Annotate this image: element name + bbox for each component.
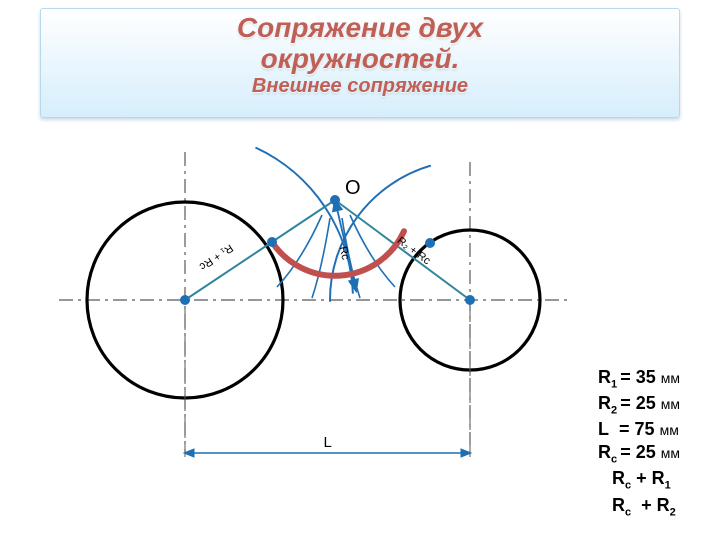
center-axes (59, 152, 568, 453)
title-box: Сопряжение двух окружностей. Внешнее соп… (40, 8, 680, 118)
param-l: L = 75 мм (598, 418, 680, 441)
svg-text:О: О (345, 177, 361, 199)
svg-text:R₁ + Rс: R₁ + Rс (197, 242, 235, 273)
param-rc-r2: Rс + R2 (598, 494, 680, 520)
svg-text:L: L (324, 434, 332, 451)
title-subtitle: Внешнее сопряжение (41, 75, 679, 98)
param-r1: R1 = 35 мм (598, 366, 680, 392)
param-rc-r1: Rс + R1 (598, 467, 680, 493)
diagram-labels: ОR₁ + RсR₂ + RсRсL (197, 177, 433, 451)
param-r2: R2 = 25 мм (598, 392, 680, 418)
title-line2: окружностей. (41, 44, 679, 75)
title-line1: Сопряжение двух (41, 13, 679, 44)
param-rc: Rс = 25 мм (598, 441, 680, 467)
parameters-block: R1 = 35 мм R2 = 25 мм L = 75 мм Rс = 25 … (598, 366, 680, 520)
